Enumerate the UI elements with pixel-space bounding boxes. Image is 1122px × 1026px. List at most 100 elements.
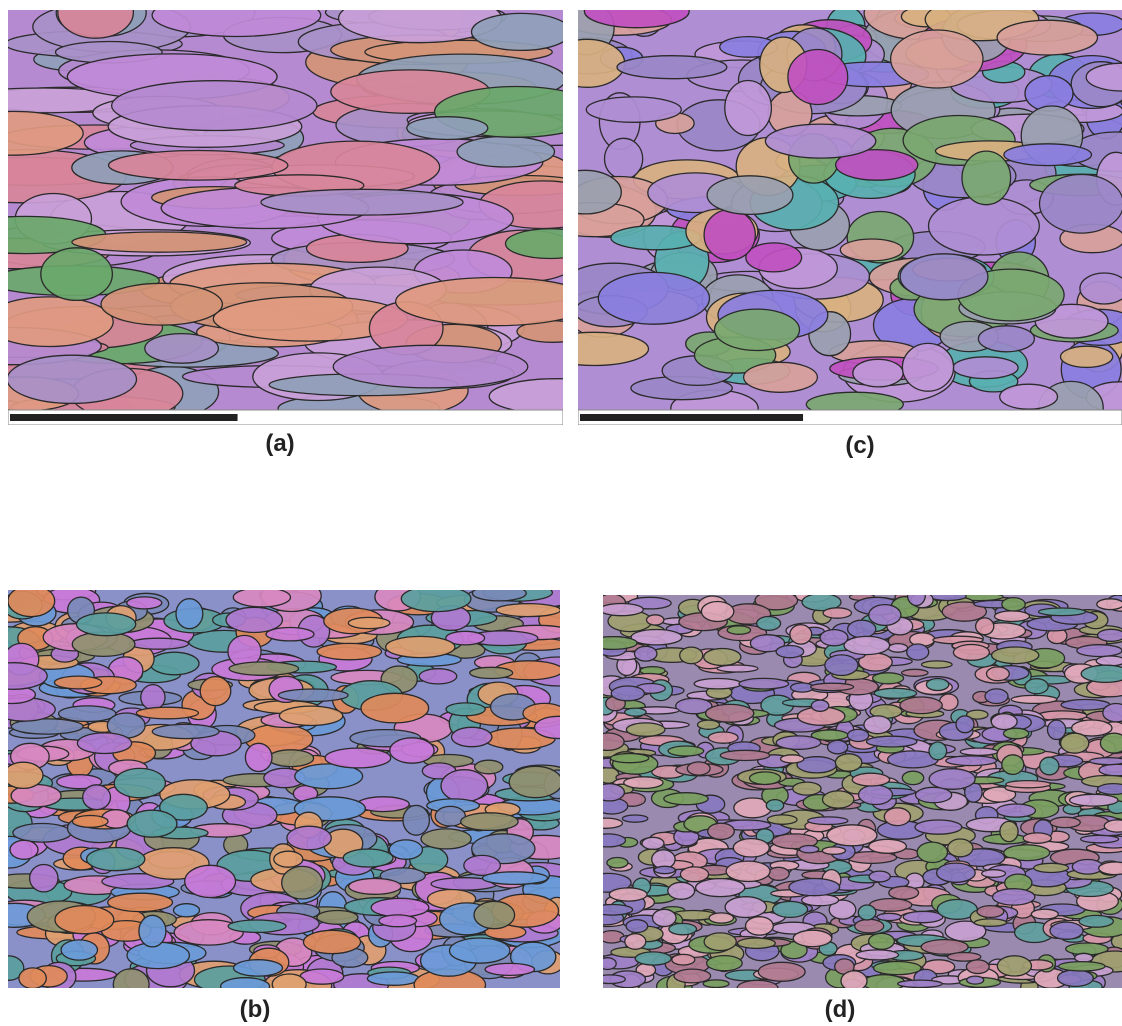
grain <box>669 923 697 934</box>
grain <box>229 662 298 675</box>
grain <box>680 647 703 664</box>
grain <box>995 611 1030 622</box>
grain-map <box>578 10 1122 425</box>
grain <box>367 972 419 985</box>
grain <box>446 703 485 716</box>
grain <box>987 667 1010 681</box>
grain <box>304 930 361 953</box>
grain <box>472 13 564 50</box>
grain <box>635 646 657 661</box>
grain <box>869 933 895 949</box>
grain <box>884 808 910 826</box>
grain <box>152 724 219 738</box>
grain <box>704 933 736 951</box>
grain <box>939 694 958 710</box>
grain <box>869 871 890 882</box>
grain <box>1061 346 1113 367</box>
grain <box>1090 758 1122 765</box>
grain <box>698 720 720 729</box>
grain <box>611 686 644 701</box>
grain <box>855 919 884 933</box>
grain <box>863 975 905 988</box>
grain <box>720 750 769 760</box>
grain <box>61 940 97 960</box>
grain <box>992 647 1039 664</box>
grain <box>844 636 890 654</box>
grain <box>733 839 769 857</box>
grain <box>781 755 804 763</box>
grain <box>607 858 628 868</box>
grain <box>1034 863 1069 872</box>
grain <box>750 772 781 785</box>
grain <box>900 697 942 714</box>
grain <box>768 867 789 880</box>
grain <box>706 704 754 722</box>
grain <box>790 625 812 644</box>
grain <box>389 840 422 859</box>
grain <box>1079 915 1113 927</box>
grain <box>811 700 828 711</box>
grain <box>603 975 625 984</box>
grain <box>114 768 165 797</box>
grain <box>704 210 755 261</box>
grain <box>349 879 401 895</box>
grain <box>485 963 534 975</box>
grain <box>870 899 912 912</box>
grain <box>300 969 344 984</box>
grain <box>268 750 313 767</box>
grain <box>185 865 236 897</box>
grain <box>707 956 743 971</box>
grain <box>10 840 38 859</box>
grain <box>1097 599 1122 610</box>
grain <box>997 804 1036 817</box>
grain <box>758 962 805 981</box>
grain <box>707 176 793 215</box>
grain <box>421 829 471 849</box>
grain <box>715 309 800 350</box>
grain <box>1004 144 1092 166</box>
grain <box>915 820 962 834</box>
grain <box>233 590 290 607</box>
grain <box>1050 817 1080 827</box>
grain <box>77 733 131 754</box>
grain <box>668 746 704 756</box>
grain <box>176 599 203 629</box>
grain <box>1098 629 1122 641</box>
grain <box>888 644 907 653</box>
grain <box>108 893 173 911</box>
grain <box>1061 733 1089 753</box>
grain <box>261 189 463 215</box>
grain <box>789 879 840 896</box>
grain <box>993 889 1035 905</box>
grain-map <box>8 10 563 425</box>
grain <box>902 343 953 391</box>
grain <box>687 762 710 775</box>
grain <box>694 679 741 689</box>
grain <box>234 960 283 976</box>
panel-label: (d) <box>800 996 880 1024</box>
grain <box>827 825 877 846</box>
grain <box>475 760 503 774</box>
grain <box>461 813 518 831</box>
grain <box>766 800 783 812</box>
grain <box>586 97 681 122</box>
grain <box>1061 700 1110 711</box>
grain <box>859 785 893 804</box>
grain <box>603 905 633 916</box>
grain <box>1050 922 1083 939</box>
grain <box>1099 862 1122 875</box>
grain <box>129 638 188 649</box>
grain <box>54 676 101 689</box>
grain <box>701 602 733 622</box>
grain <box>30 865 58 892</box>
grain <box>776 646 804 658</box>
grain <box>947 953 980 962</box>
grain <box>703 980 729 988</box>
grain <box>874 688 916 698</box>
grain <box>1070 794 1118 806</box>
grain <box>127 810 177 837</box>
grain <box>403 805 429 835</box>
grain <box>1099 764 1122 776</box>
grain <box>603 604 643 616</box>
grain <box>1081 835 1119 842</box>
